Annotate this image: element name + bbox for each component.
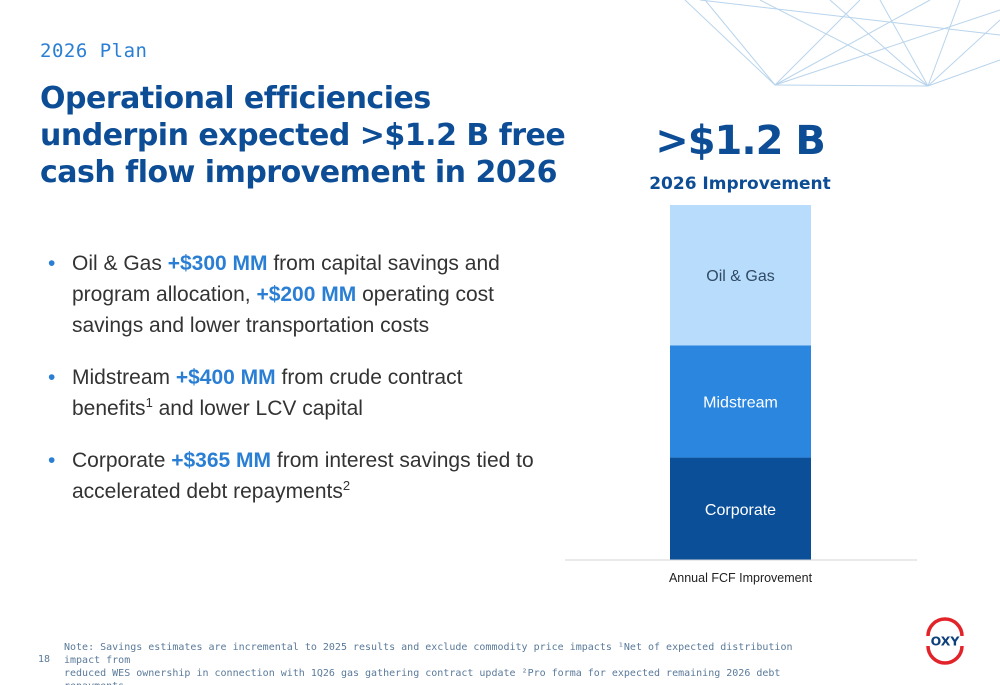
bullet-list: • Oil & Gas +$300 MM from capital saving… [48, 248, 538, 528]
bullet-midstream: • Midstream +$400 MM from crude contract… [48, 362, 538, 424]
bullet-highlight: +$300 MM [167, 252, 268, 275]
footnote-line-2: reduced WES ownership in connection with… [64, 668, 781, 685]
footnote-ref-1: 1 [145, 395, 153, 410]
title-line-1: Operational efficiencies [40, 81, 431, 116]
bullet-dot: • [48, 252, 56, 275]
title-line-3: cash flow improvement in 2026 [40, 155, 557, 190]
bullet-text: Oil & Gas [72, 252, 168, 275]
segment-label: Midstream [703, 394, 778, 411]
footnote: Note: Savings estimates are incremental … [64, 641, 824, 685]
fcf-stacked-bar-chart: Corporate Midstream Oil & Gas Annual FCF Im… [565, 205, 917, 585]
title-line-2: underpin expected >$1.2 B free [40, 118, 566, 153]
footnote-line-1: Note: Savings estimates are incremental … [64, 642, 793, 666]
bullet-text: Corporate [72, 449, 172, 472]
segment-label: Oil & Gas [706, 268, 774, 285]
oxy-logo: OXY [926, 617, 964, 665]
section-kicker: 2026 Plan [40, 40, 148, 62]
bar-segment-oil-gas [670, 205, 811, 346]
bullet-highlight: +$400 MM [175, 366, 276, 389]
footnote-ref-2: 2 [342, 478, 351, 493]
logo-text: OXY [931, 634, 961, 649]
segment-label: Corporate [705, 502, 776, 519]
summary-value: >$1.2 B [655, 118, 826, 164]
x-category-label: Annual FCF Improvement [669, 571, 813, 585]
bullet-text: and lower LCV capital [152, 397, 363, 420]
bullet-text: operating cost savings and lower transpo… [72, 283, 495, 337]
bar-segment-midstream [670, 345, 811, 458]
bullet-text: from capital savings and program allocat… [72, 252, 500, 306]
bar-segment-corporate [670, 457, 811, 560]
bullet-text: from crude contract benefits [72, 366, 463, 420]
page-number: 18 [38, 654, 51, 665]
bullet-highlight: +$200 MM [256, 283, 357, 306]
page-title: Operational efficiencies underpin expect… [40, 80, 600, 191]
bullet-corporate: • Corporate +$365 MM from interest savin… [48, 445, 538, 507]
bullet-oil-gas: • Oil & Gas +$300 MM from capital saving… [48, 248, 538, 341]
bullet-text: Midstream [72, 366, 176, 389]
bullet-text: from interest savings tied to accelerate… [72, 449, 534, 503]
bullet-dot: • [48, 449, 56, 472]
bullet-dot: • [48, 366, 56, 389]
bullet-highlight: +$365 MM [171, 449, 272, 472]
summary-caption: 2026 Improvement [649, 174, 831, 194]
